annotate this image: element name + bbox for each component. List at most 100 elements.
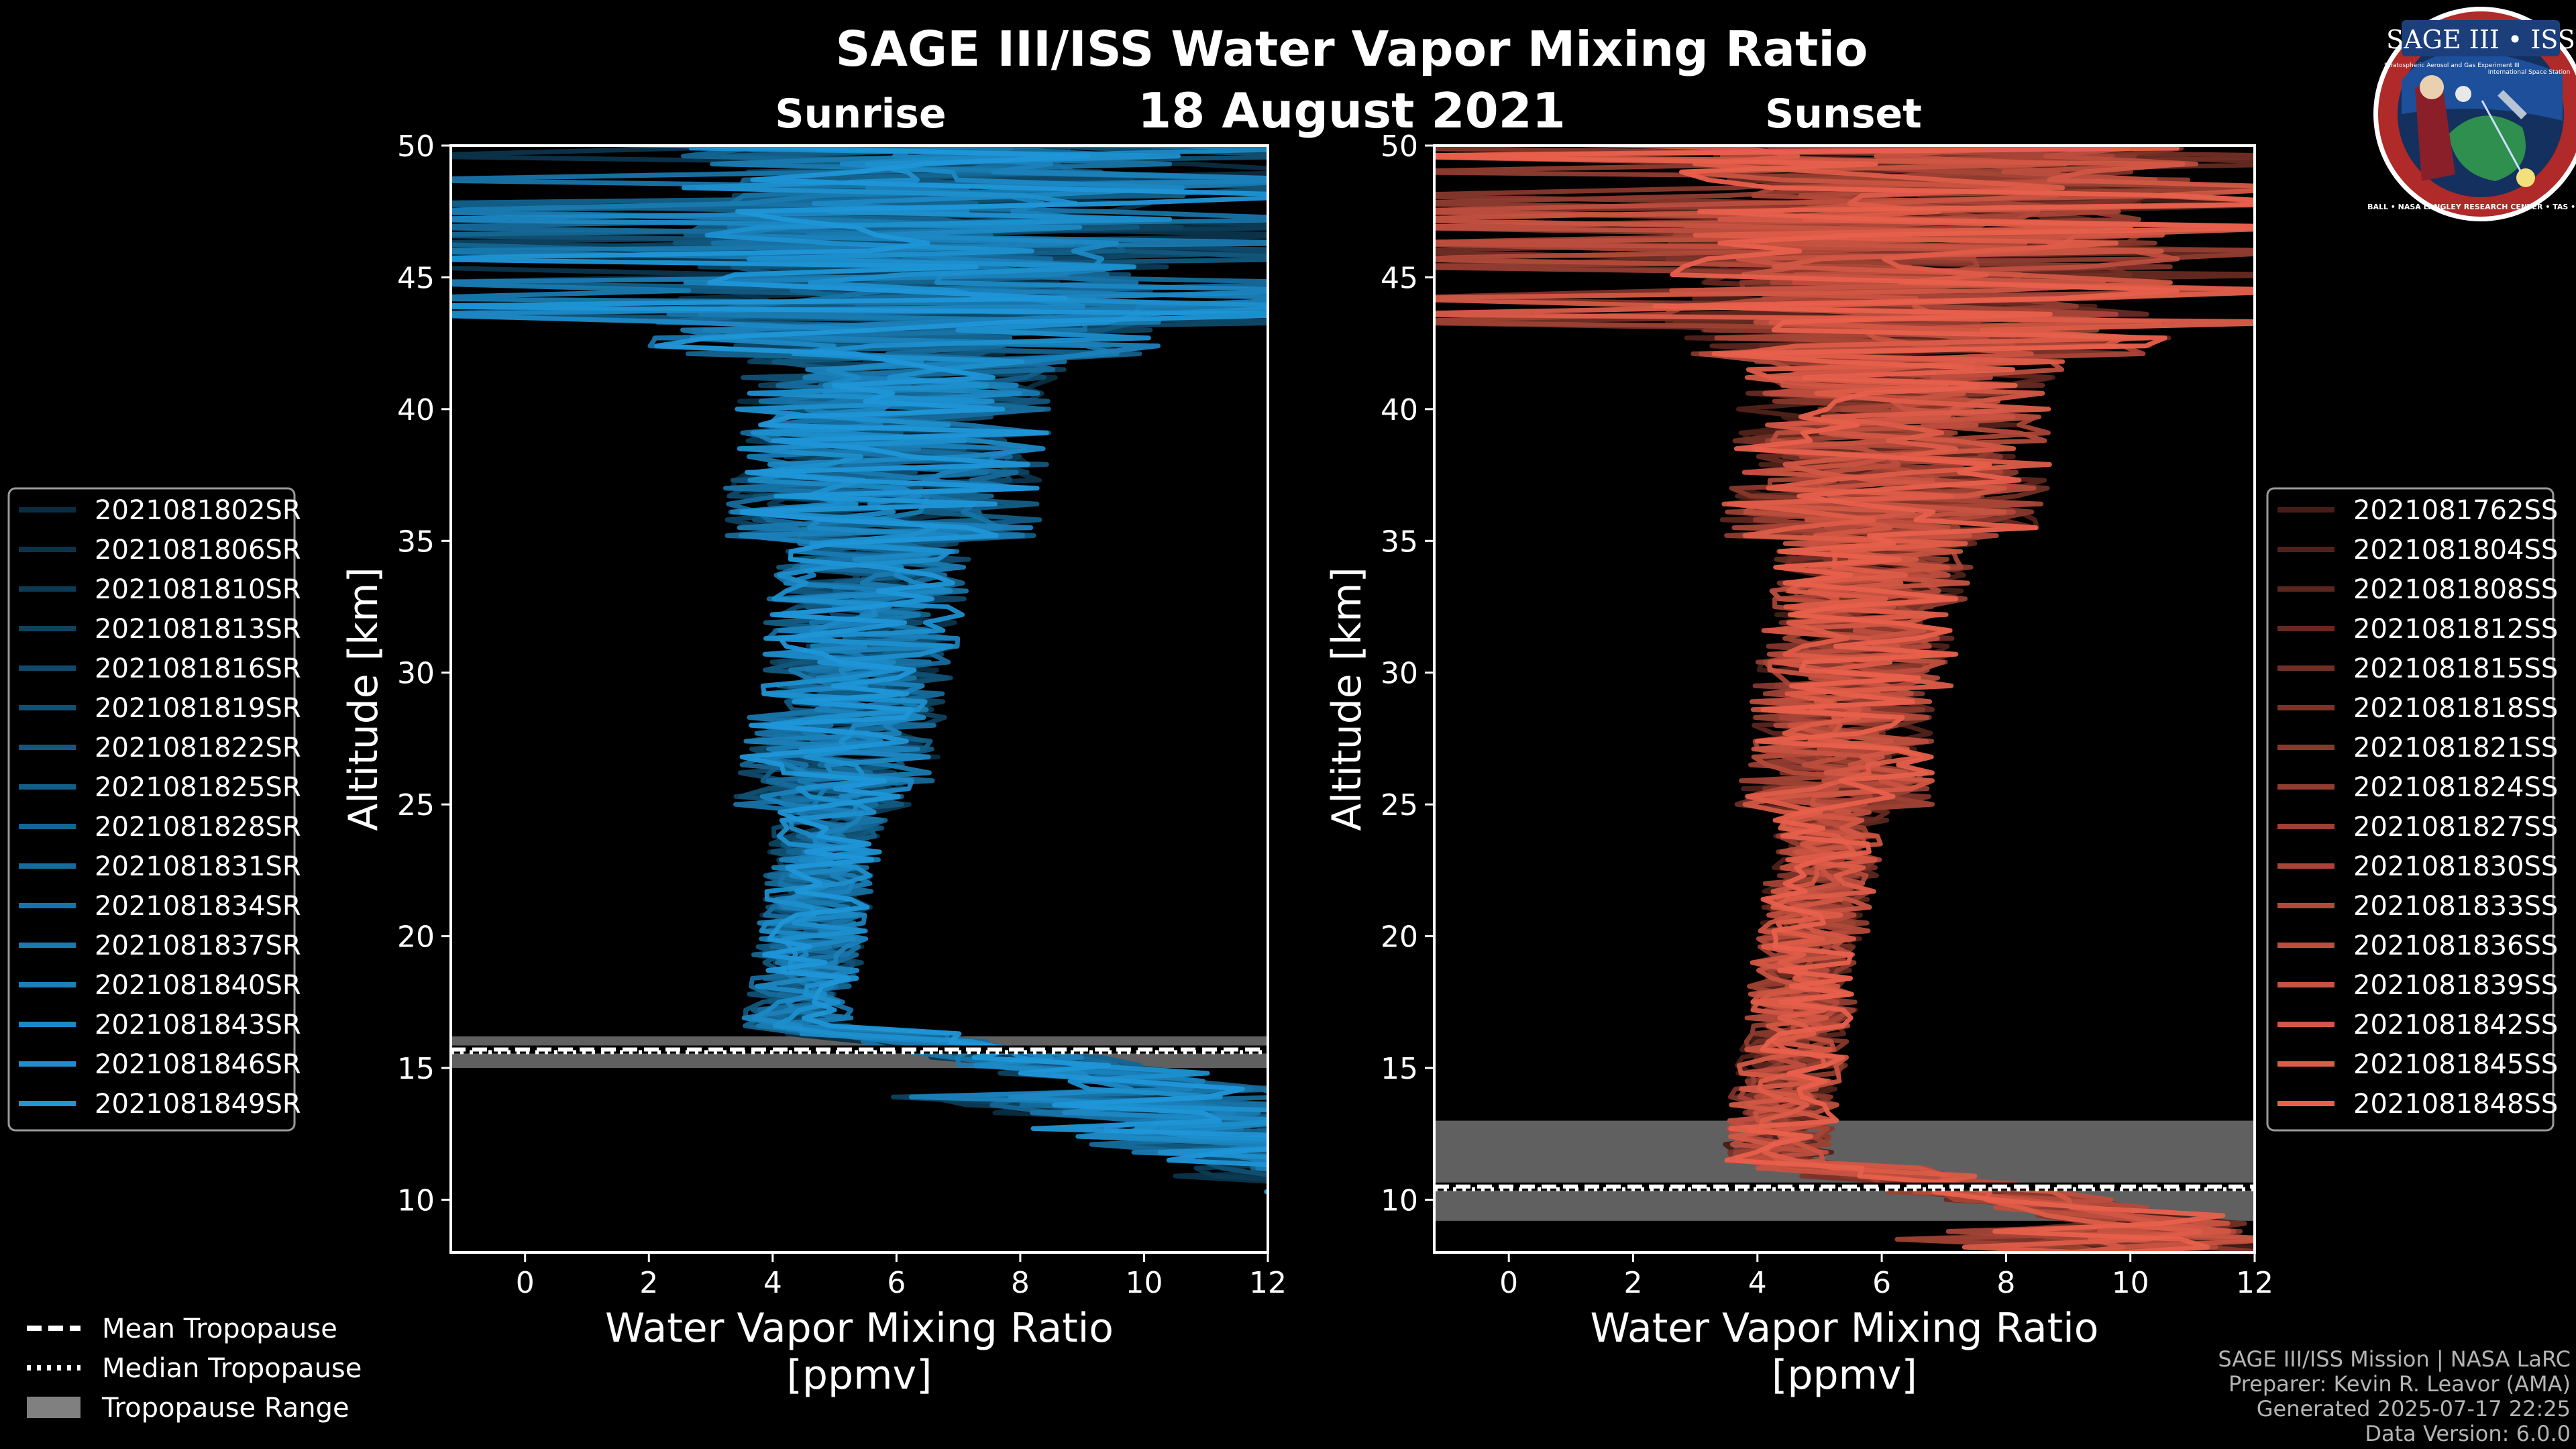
ss-ytick-label: 25 xyxy=(1381,788,1418,822)
sr-xlabel-line: [ppmv] xyxy=(787,1352,932,1399)
logo-ring: BALL • NASA LANGLEY RESEARCH CENTER • TA… xyxy=(2367,203,2576,211)
ss-xtick-label: 0 xyxy=(1499,1266,1518,1300)
sr-ytick-label: 50 xyxy=(397,129,435,164)
sr-ytick-label: 45 xyxy=(397,261,435,295)
sunrise-profiles xyxy=(451,146,1268,1195)
sr-legend-label: 2021081810SR xyxy=(95,574,301,605)
ss-profile-2021081848SS xyxy=(1434,146,2255,1252)
sr-xtick-label: 6 xyxy=(887,1266,906,1300)
ss-xtick-label: 2 xyxy=(1623,1266,1642,1300)
sr-legend-label: 2021081819SR xyxy=(95,693,301,724)
footer-preparer: Preparer: Kevin R. Leavor (AMA) xyxy=(2229,1371,2571,1397)
figure-date: 18 August 2021 xyxy=(1138,83,1566,139)
ss-legend-label: 2021081848SS xyxy=(2353,1089,2558,1120)
sunset-axes: 0 2 4 6 8 10 12 10 15 20 25 30 35 40 45 50 xyxy=(1381,129,2273,1300)
sr-legend-label: 2021081840SR xyxy=(95,970,301,1001)
ss-xlabel-line: [ppmv] xyxy=(1772,1352,1917,1399)
footer-generated: Generated 2025-07-17 22:25 xyxy=(2257,1396,2571,1421)
sr-xtick-label: 10 xyxy=(1125,1266,1163,1300)
sr-legend-label: 2021081802SR xyxy=(95,495,301,526)
sunrise-xlabel: Water Vapor Mixing Ratio [ppmv] xyxy=(605,1305,1114,1399)
ss-legend-label: 2021081833SS xyxy=(2353,891,2558,922)
ss-ytick-label: 50 xyxy=(1381,129,1418,164)
ss-ytick-label: 20 xyxy=(1381,920,1418,955)
sr-legend-label: 2021081806SR xyxy=(95,535,301,566)
sunset-tropopause-lines xyxy=(1434,1182,2255,1191)
sr-legend-label: 2021081813SR xyxy=(95,614,301,645)
sunset-xlabel: Water Vapor Mixing Ratio [ppmv] xyxy=(1591,1305,2099,1399)
sr-legend-label: 2021081834SR xyxy=(95,891,301,922)
ss-xtick-label: 4 xyxy=(1748,1266,1767,1300)
sunrise-plot-frame xyxy=(449,144,1269,1254)
ss-legend-label: 2021081839SS xyxy=(2353,970,2558,1001)
ss-legend-label: 2021081804SS xyxy=(2353,535,2558,566)
sr-profile-2021081849SR xyxy=(451,146,1268,1195)
sr-xtick-label: 8 xyxy=(1011,1266,1030,1300)
sr-xtick-label: 2 xyxy=(639,1266,658,1300)
ss-profile-2021081845SS xyxy=(1434,146,2255,1252)
sunset-subtitle: Sunset xyxy=(1765,91,1922,138)
ss-legend-label: 2021081808SS xyxy=(2353,574,2558,605)
tropopause-legend-label: Mean Tropopause xyxy=(102,1313,337,1344)
sunrise-tropopause-lines xyxy=(451,1045,1268,1055)
ss-xtick-label: 6 xyxy=(1872,1266,1891,1300)
ss-xtick-label: 8 xyxy=(1996,1266,2015,1300)
ss-legend-label: 2021081815SS xyxy=(2353,653,2558,684)
sr-legend-label: 2021081822SR xyxy=(95,733,301,763)
sr-legend-label: 2021081828SR xyxy=(95,812,301,843)
sunset-legend-box xyxy=(2266,487,2555,1132)
ss-xtick-label: 12 xyxy=(2236,1266,2273,1300)
logo-station: International Space Station xyxy=(2488,69,2571,76)
sr-ytick-label: 40 xyxy=(397,393,435,427)
ss-legend-label: 2021081827SS xyxy=(2353,812,2558,843)
logo-subtitle: Stratospheric Aerosol and Gas Experiment… xyxy=(2384,62,2520,69)
sr-ytick-label: 35 xyxy=(397,525,435,559)
sunset-plot-frame xyxy=(1433,144,2256,1254)
sr-ytick-label: 25 xyxy=(397,788,435,822)
footer-data-version: Data Version: 6.0.0 xyxy=(2365,1421,2571,1446)
tropopause-legend: Mean Tropopause Median Tropopause Tropopau… xyxy=(27,1313,362,1424)
ss-legend-label: 2021081762SS xyxy=(2353,495,2558,526)
sr-ytick-label: 30 xyxy=(397,657,435,691)
tropopause-legend-label: Tropopause Range xyxy=(101,1393,350,1424)
sr-legend-label: 2021081849SR xyxy=(95,1089,301,1120)
sunrise-legend-box xyxy=(7,487,296,1132)
ss-xtick-label: 10 xyxy=(2112,1266,2149,1300)
ss-legend-label: 2021081836SS xyxy=(2353,930,2558,961)
ss-ytick-label: 40 xyxy=(1381,393,1418,427)
figure-title: SAGE III/ISS Water Vapor Mixing Ratio xyxy=(835,21,1868,77)
tropopause-range-swatch xyxy=(27,1397,80,1418)
ss-ytick-label: 35 xyxy=(1381,525,1418,559)
ss-legend-label: 2021081812SS xyxy=(2353,614,2558,645)
sr-xlabel-line: Water Vapor Mixing Ratio xyxy=(605,1305,1114,1352)
ss-legend-label: 2021081818SS xyxy=(2353,693,2558,724)
sunset-panel: 0 2 4 6 8 10 12 10 15 20 25 30 35 40 45 50 Altitude [km… xyxy=(1324,129,2273,1399)
sunset-ylabel: Altitude [km] xyxy=(1324,567,1371,831)
sr-ytick-label: 20 xyxy=(397,920,435,955)
sr-ytick-label: 10 xyxy=(397,1183,435,1218)
tropopause-legend-label: Median Tropopause xyxy=(102,1353,362,1384)
ss-legend-label: 2021081830SS xyxy=(2353,851,2558,882)
sr-legend-label: 2021081816SR xyxy=(95,653,301,684)
ss-legend-label: 2021081824SS xyxy=(2353,772,2558,803)
sr-xtick-label: 12 xyxy=(1249,1266,1287,1300)
sunset-profiles xyxy=(1434,146,2255,1252)
ss-xlabel-line: Water Vapor Mixing Ratio xyxy=(1591,1305,2099,1352)
ss-ytick-label: 30 xyxy=(1381,657,1418,691)
sr-legend-label: 2021081837SR xyxy=(95,930,301,961)
ss-ytick-label: 45 xyxy=(1381,261,1418,295)
sunrise-axes: 0 2 4 6 8 10 12 10 15 20 25 30 35 40 45 50 xyxy=(397,129,1287,1300)
sr-xtick-label: 4 xyxy=(763,1266,782,1300)
sr-legend-label: 2021081831SR xyxy=(95,851,301,882)
sr-ytick-label: 15 xyxy=(397,1052,435,1086)
sr-legend-label: 2021081846SR xyxy=(95,1049,301,1080)
sunrise-panel: 0 2 4 6 8 10 12 10 15 20 25 30 35 40 45 50 Altitude [km… xyxy=(340,129,1287,1399)
sage-iss-logo: SAGE III • ISS Stratospheric Aerosol and… xyxy=(2367,7,2576,221)
sunrise-subtitle: Sunrise xyxy=(775,91,946,138)
sr-xtick-label: 0 xyxy=(516,1266,535,1300)
ss-ytick-label: 10 xyxy=(1381,1183,1418,1218)
sunrise-legend: 2021081802SR 2021081806SR 2021081810SR 2021… xyxy=(7,487,301,1132)
ss-ytick-label: 15 xyxy=(1381,1052,1418,1086)
sunset-legend: 2021081762SS 2021081804SS 2021081808SS 2021… xyxy=(2266,487,2558,1132)
